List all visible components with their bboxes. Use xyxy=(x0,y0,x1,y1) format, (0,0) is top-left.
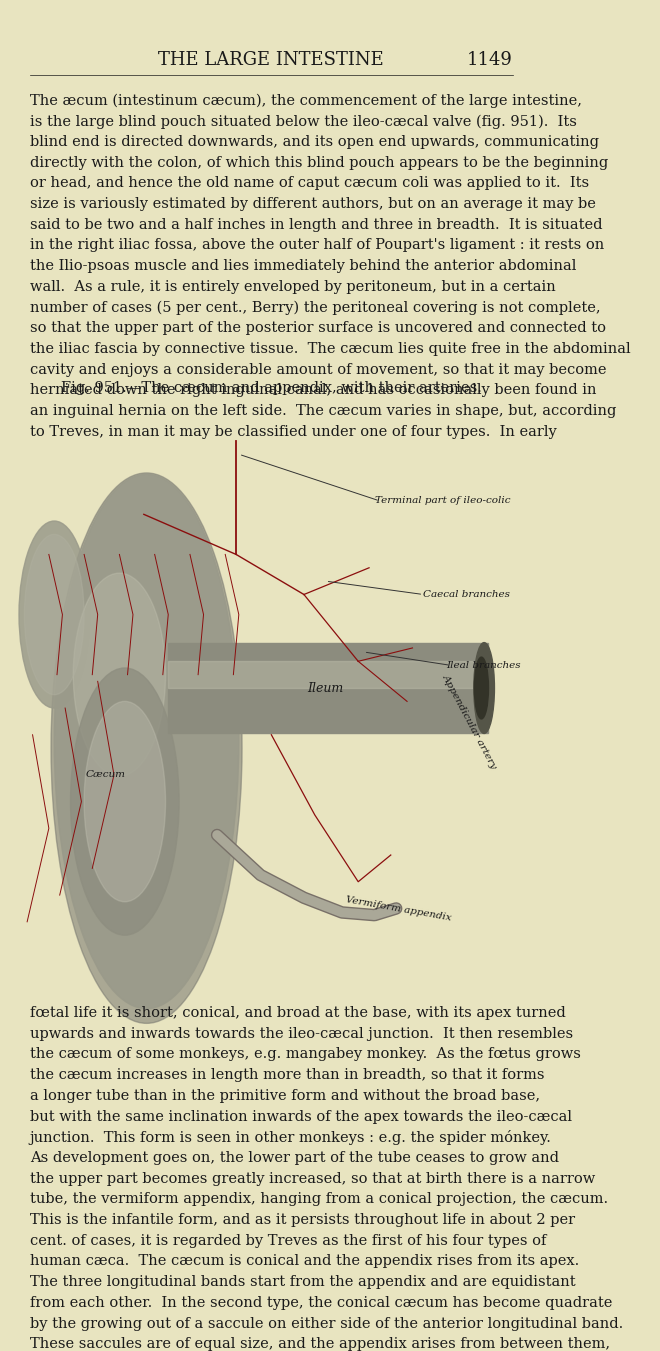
Text: Cæcum: Cæcum xyxy=(86,770,126,780)
Text: wall.  As a rule, it is entirely enveloped by peritoneum, but in a certain: wall. As a rule, it is entirely envelope… xyxy=(30,280,556,295)
Text: size is variously estimated by different authors, but on an average it may be: size is variously estimated by different… xyxy=(30,197,596,211)
Text: Ileal branches: Ileal branches xyxy=(446,661,521,670)
Ellipse shape xyxy=(475,657,488,719)
Text: number of cases (5 per cent., Berry) the peritoneal covering is not complete,: number of cases (5 per cent., Berry) the… xyxy=(30,300,601,315)
Text: As development goes on, the lower part of the tube ceases to grow and: As development goes on, the lower part o… xyxy=(30,1151,559,1165)
Text: tube, the vermiform appendix, hanging from a conical projection, the cæcum.: tube, the vermiform appendix, hanging fr… xyxy=(30,1193,608,1206)
Text: blind end is directed downwards, and its open end upwards, communicating: blind end is directed downwards, and its… xyxy=(30,135,599,149)
Text: said to be two and a half inches in length and three in breadth.  It is situated: said to be two and a half inches in leng… xyxy=(30,218,603,232)
Text: is the large blind pouch situated below the ileo-cæcal valve (fig. 951).  Its: is the large blind pouch situated below … xyxy=(30,115,577,128)
Ellipse shape xyxy=(19,521,90,708)
Text: Terminal part of ileo-colic: Terminal part of ileo-colic xyxy=(375,496,510,505)
Text: 1149: 1149 xyxy=(467,51,513,69)
Text: THE LARGE INTESTINE: THE LARGE INTESTINE xyxy=(158,51,384,69)
Text: junction.  This form is seen in other monkeys : e.g. the spider mónkey.: junction. This form is seen in other mon… xyxy=(30,1131,552,1146)
Ellipse shape xyxy=(73,573,166,777)
Ellipse shape xyxy=(24,535,84,694)
Text: a longer tube than in the primitive form and without the broad base,: a longer tube than in the primitive form… xyxy=(30,1089,540,1102)
Text: an inguinal hernia on the left side.  The cæcum varies in shape, but, according: an inguinal hernia on the left side. The… xyxy=(30,404,616,417)
Text: from each other.  In the second type, the conical cæcum has become quadrate: from each other. In the second type, the… xyxy=(30,1296,612,1310)
Text: the upper part becomes greatly increased, so that at birth there is a narrow: the upper part becomes greatly increased… xyxy=(30,1171,595,1186)
Bar xyxy=(11,440,532,989)
Text: herniated down the right inguinal canal, and has occasionally been found in: herniated down the right inguinal canal,… xyxy=(30,384,597,397)
Text: Fig. 951.—The cæcum and appendix, with their arteries.: Fig. 951.—The cæcum and appendix, with t… xyxy=(61,381,482,394)
Text: in the right iliac fossa, above the outer half of Poupart's ligament : it rests : in the right iliac fossa, above the oute… xyxy=(30,239,604,253)
Text: to Treves, in man it may be classified under one of four types.  In early: to Treves, in man it may be classified u… xyxy=(30,424,556,439)
Text: This is the infantile form, and as it persists throughout life in about 2 per: This is the infantile form, and as it pe… xyxy=(30,1213,575,1227)
Text: The three longitudinal bands start from the appendix and are equidistant: The three longitudinal bands start from … xyxy=(30,1275,576,1289)
Bar xyxy=(168,643,488,734)
Text: so that the upper part of the posterior surface is uncovered and connected to: so that the upper part of the posterior … xyxy=(30,322,606,335)
Text: the cæcum of some monkeys, e.g. mangabey monkey.  As the fœtus grows: the cæcum of some monkeys, e.g. mangabey… xyxy=(30,1047,581,1062)
Text: Vermiform appendix: Vermiform appendix xyxy=(345,894,453,923)
Ellipse shape xyxy=(474,643,494,734)
Text: human cæca.  The cæcum is conical and the appendix rises from its apex.: human cæca. The cæcum is conical and the… xyxy=(30,1255,579,1269)
Text: cavity and enjoys a considerable amount of movement, so that it may become: cavity and enjoys a considerable amount … xyxy=(30,362,607,377)
Ellipse shape xyxy=(51,473,242,1023)
Text: Ileum: Ileum xyxy=(308,681,344,694)
Text: fœtal life it is short, conical, and broad at the base, with its apex turned: fœtal life it is short, conical, and bro… xyxy=(30,1006,566,1020)
Text: the iliac fascia by connective tissue.  The cæcum lies quite free in the abdomin: the iliac fascia by connective tissue. T… xyxy=(30,342,630,357)
Text: These saccules are of equal size, and the appendix arises from between them,: These saccules are of equal size, and th… xyxy=(30,1337,610,1351)
Text: cent. of cases, it is regarded by Treves as the first of his four types of: cent. of cases, it is regarded by Treves… xyxy=(30,1233,546,1248)
Text: directly with the colon, of which this blind pouch appears to be the beginning: directly with the colon, of which this b… xyxy=(30,155,608,170)
Text: by the growing out of a saccule on either side of the anterior longitudinal band: by the growing out of a saccule on eithe… xyxy=(30,1317,623,1331)
Text: The æcum (intestinum cæcum), the commencement of the large intestine,: The æcum (intestinum cæcum), the commenc… xyxy=(30,93,582,108)
Bar xyxy=(168,661,488,688)
Text: upwards and inwards towards the ileo-cæcal junction.  It then resembles: upwards and inwards towards the ileo-cæc… xyxy=(30,1027,573,1040)
Text: or head, and hence the old name of caput cæcum coli was applied to it.  Its: or head, and hence the old name of caput… xyxy=(30,177,589,190)
Ellipse shape xyxy=(54,474,239,1009)
Ellipse shape xyxy=(84,701,166,901)
Ellipse shape xyxy=(71,667,179,935)
Text: the cæcum increases in length more than in breadth, so that it forms: the cæcum increases in length more than … xyxy=(30,1069,544,1082)
Text: but with the same inclination inwards of the apex towards the ileo-cæcal: but with the same inclination inwards of… xyxy=(30,1109,572,1124)
Text: the Ilio-psoas muscle and lies immediately behind the anterior abdominal: the Ilio-psoas muscle and lies immediate… xyxy=(30,259,576,273)
Text: Caecal branches: Caecal branches xyxy=(423,590,510,598)
Text: Appendicular artery: Appendicular artery xyxy=(441,673,498,770)
